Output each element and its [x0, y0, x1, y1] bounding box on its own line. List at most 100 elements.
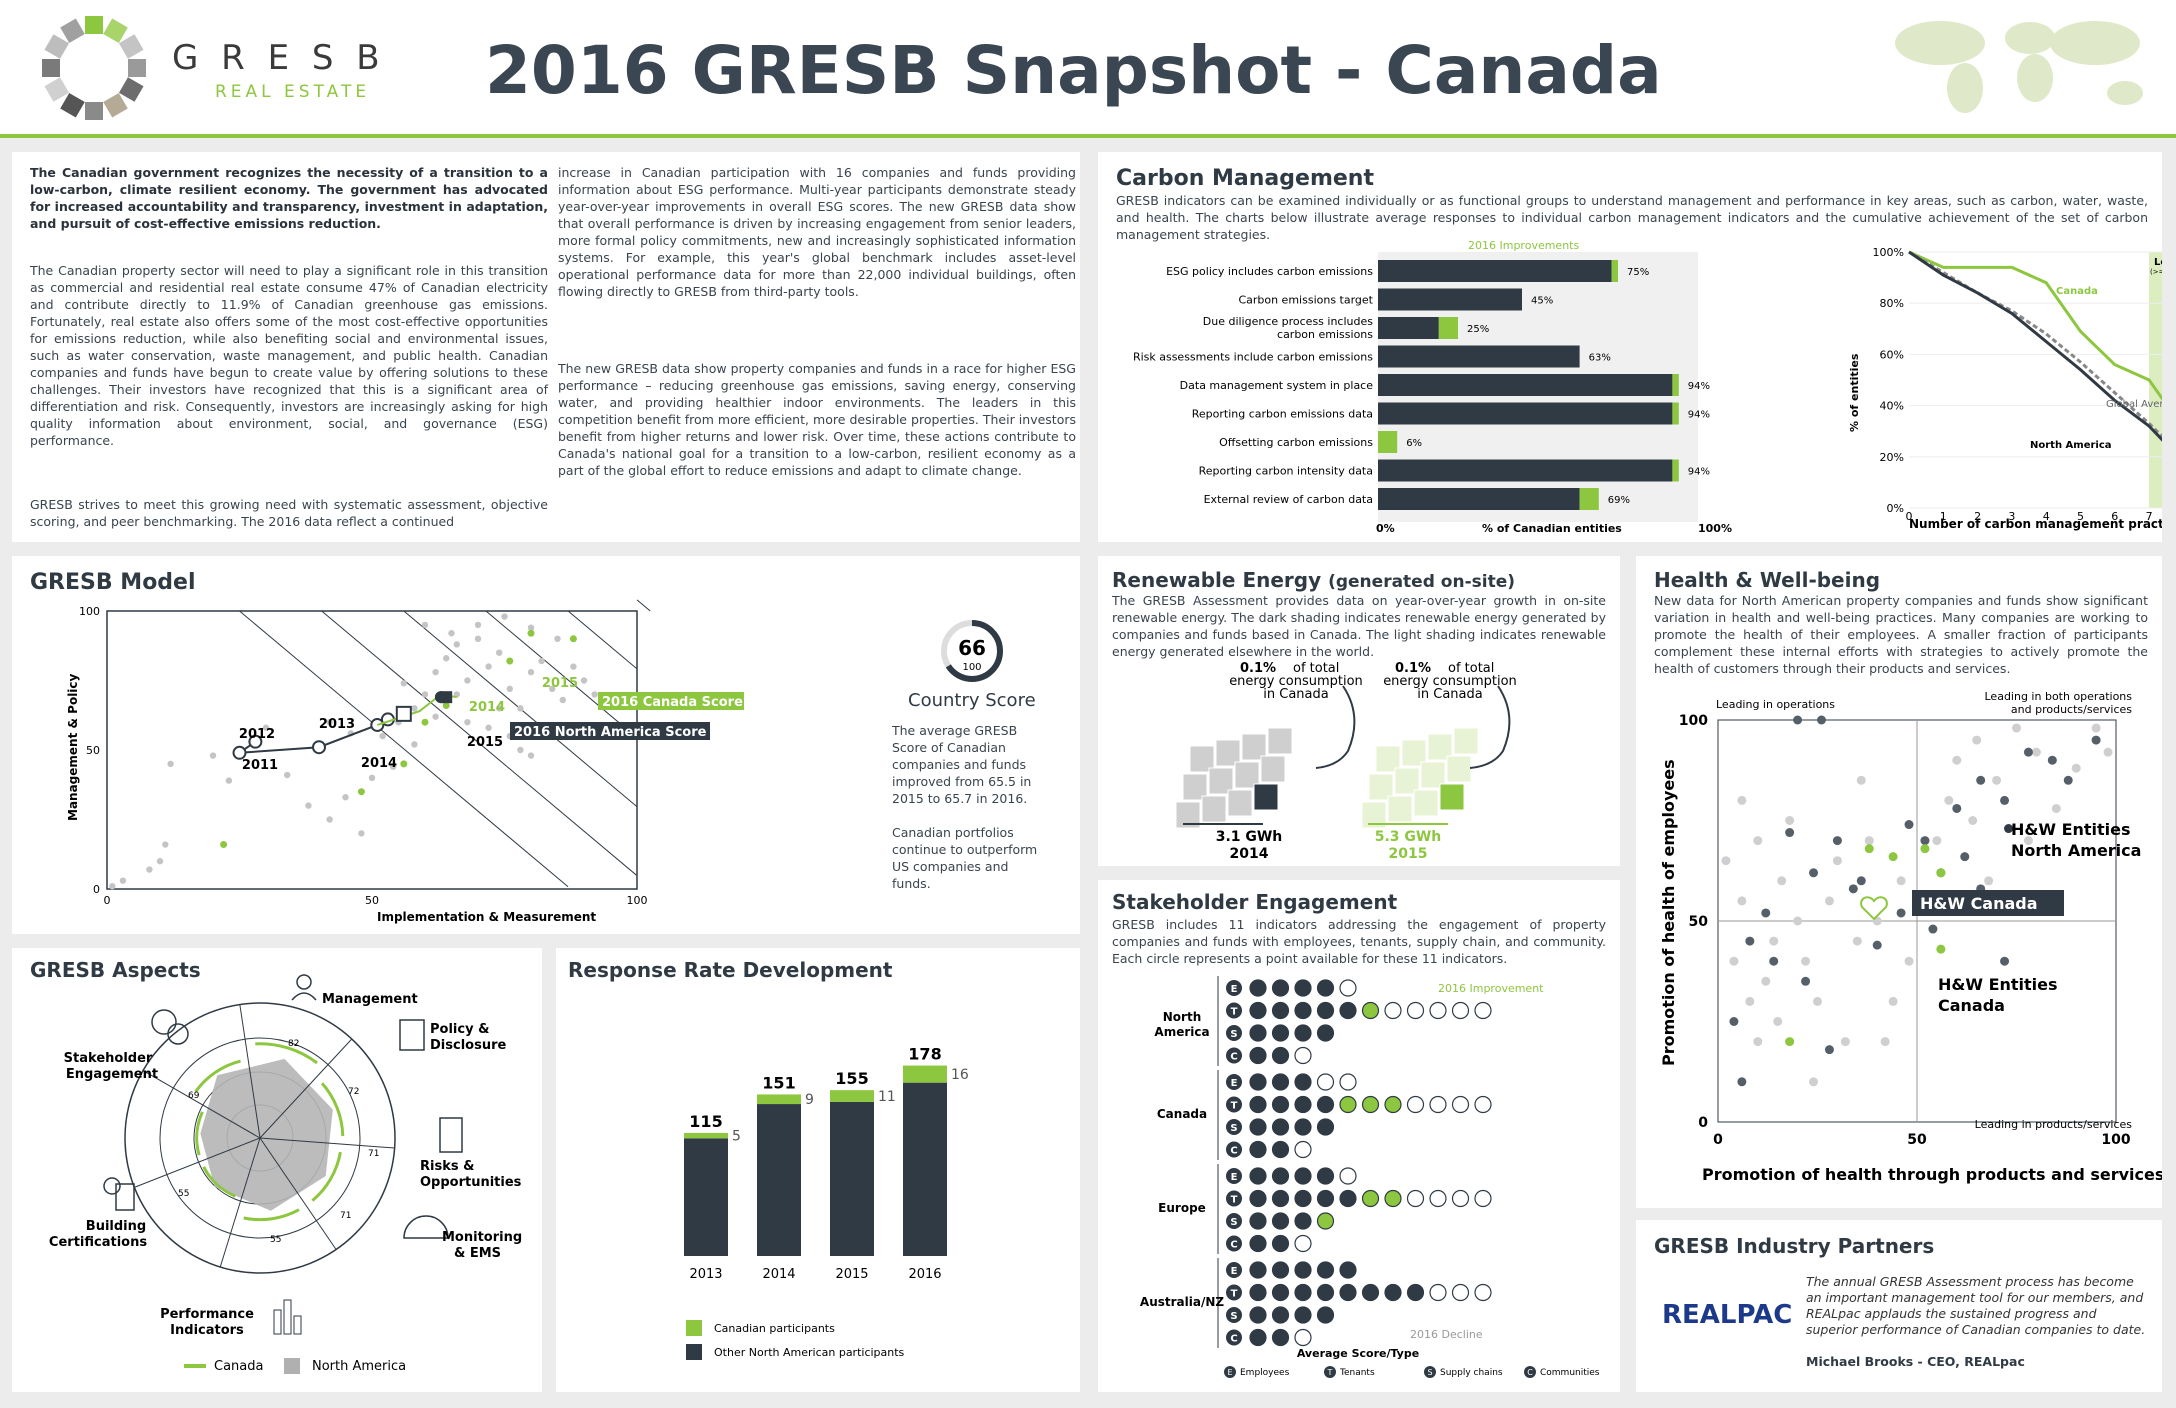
model-point [464, 677, 471, 684]
model-point [119, 877, 127, 884]
model-g2014: 2014 [469, 700, 505, 715]
aspects-radar: 82 72 71 71 55 55 69 Management Policy &… [49, 974, 522, 1374]
v55b: 55 [178, 1189, 189, 1199]
radar-na [200, 1058, 333, 1211]
carbon-category: carbon emissions [1277, 328, 1373, 341]
intro-p3: increase in Canadian participation with … [558, 165, 1076, 299]
health-point-na [1745, 936, 1755, 946]
stake-point [1249, 1328, 1267, 1347]
response-ca-value: 16 [951, 1067, 969, 1083]
hw-na-label2: North America [2011, 841, 2141, 860]
risks1: Risks & [420, 1159, 474, 1174]
line-x-tick: 7 [2146, 510, 2153, 523]
stake-point [1271, 1189, 1290, 1208]
solar-cell [1446, 755, 1472, 783]
model-point [453, 641, 460, 648]
stake-point [1316, 1189, 1335, 1208]
radar-canada-arc [320, 1082, 345, 1137]
model-y-tick: 100 [79, 605, 100, 618]
legend-badge [1524, 1366, 1536, 1378]
model-point [432, 713, 439, 720]
model-point [156, 858, 164, 865]
stake-type-badge [1226, 1262, 1242, 1278]
stake-type-badge [1226, 1025, 1242, 1041]
stake-point [1294, 1140, 1312, 1159]
model-frame [106, 610, 638, 890]
health-point [1972, 735, 1982, 745]
perf1: Performance [160, 1307, 254, 1322]
stake-type-letter: T [1231, 1101, 1238, 1112]
stake-point [1249, 1001, 1267, 1020]
carbon-category: Risk assessments include carbon emission… [1133, 351, 1373, 364]
model-point [326, 719, 333, 726]
legend-badge [1324, 1366, 1336, 1378]
stake-point [1271, 1283, 1290, 1302]
logo-sub: REAL ESTATE [215, 82, 371, 102]
stake-point [1384, 1189, 1402, 1208]
stake-point [1406, 1189, 1425, 1208]
stake-point [1339, 1189, 1357, 1208]
response-ca-value: 11 [878, 1089, 896, 1105]
perf2: Indicators [170, 1323, 244, 1338]
health-point-na [1809, 868, 1819, 878]
carbon-bar-improvement [1438, 317, 1458, 339]
stake-point [1271, 1024, 1290, 1042]
stake-point [1294, 1118, 1312, 1136]
na-score-label: 2016 North America Score [514, 725, 707, 740]
health-ylabel: Promotion of health of employees [1659, 759, 1678, 1066]
stake-type-letter: E [1231, 1078, 1238, 1089]
renew-cons1: energy consumption [1229, 674, 1363, 689]
model-point [411, 741, 418, 748]
carbon-bar-label: 63% [1589, 353, 1611, 364]
legend-letter: C [1527, 1368, 1533, 1377]
renew-cons2: energy consumption [1383, 674, 1517, 689]
hw-ca-label1: H&W Entities [1938, 975, 2058, 994]
health-y-tick: 50 [1689, 914, 1709, 930]
management-label: Management [322, 992, 418, 1007]
response-bar-other [903, 1082, 947, 1256]
health-point-na [1856, 876, 1866, 886]
stake-point [1249, 1024, 1267, 1042]
stake-type-letter: E [1231, 1266, 1238, 1277]
renew-of2: of total [1448, 661, 1494, 676]
radar-spoke [259, 1137, 395, 1149]
health-point [2103, 747, 2113, 757]
lead-both2: and products/services [2011, 703, 2132, 716]
solar-cell [1413, 789, 1439, 817]
model-point [368, 774, 376, 781]
stake-type-letter: T [1231, 1195, 1238, 1206]
partners-author: Michael Brooks - CEO, REALpac [1806, 1354, 2025, 1369]
leaders-label: Leaders [2154, 257, 2162, 268]
health-point [1769, 936, 1779, 946]
carbon-bar-label: 94% [1688, 381, 1710, 392]
stake-point [1361, 1001, 1380, 1020]
line-x-tick: 1 [1940, 510, 1947, 523]
stake-point [1316, 1118, 1335, 1136]
model-point [554, 635, 561, 642]
lead-prod: Leading in products/services [1975, 1118, 2133, 1131]
legend-label: Communities [1540, 1368, 1600, 1378]
carbon-category: Reporting carbon emissions data [1192, 408, 1373, 421]
health-xlabel: Promotion of health through products and… [1702, 1165, 2162, 1184]
response-ca-value: 5 [732, 1129, 741, 1145]
solar-cell [1453, 727, 1479, 755]
solar-cell [1387, 795, 1413, 823]
model-point [209, 752, 217, 759]
model-point [474, 635, 482, 642]
model-point [432, 668, 439, 676]
radar-spoke [219, 1137, 261, 1268]
model-point [559, 696, 566, 704]
stake-type-badge [1226, 1096, 1242, 1113]
model-trajectory-point [248, 734, 263, 749]
carbon-bar [1378, 288, 1522, 311]
health-point [1992, 775, 2002, 785]
canada-score-label: 2016 Canada Score [602, 695, 743, 710]
stake-point [1271, 1234, 1290, 1253]
solar-cell [1201, 795, 1227, 823]
monitor1: Monitoring [442, 1230, 522, 1245]
build1: Building [86, 1219, 146, 1234]
model-x-tick: 100 [627, 894, 648, 907]
stake-type-letter: T [1231, 1007, 1238, 1018]
health-point-na [2047, 755, 2057, 765]
model-point [580, 677, 588, 684]
